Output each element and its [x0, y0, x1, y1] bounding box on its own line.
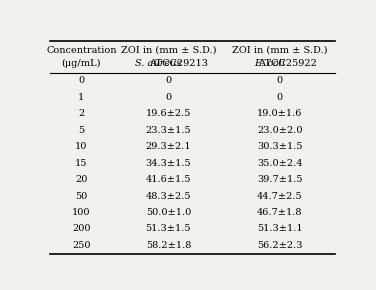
Text: ATCC25922: ATCC25922 [258, 59, 317, 68]
Text: 48.3±2.5: 48.3±2.5 [146, 192, 191, 201]
Text: 0: 0 [165, 77, 171, 86]
Text: (μg/mL): (μg/mL) [62, 59, 101, 68]
Text: 2: 2 [78, 109, 85, 118]
Text: 23.3±1.5: 23.3±1.5 [146, 126, 191, 135]
Text: 56.2±2.3: 56.2±2.3 [257, 241, 303, 250]
Text: 200: 200 [72, 224, 91, 233]
Text: 0: 0 [277, 77, 283, 86]
Text: 58.2±1.8: 58.2±1.8 [146, 241, 191, 250]
Text: S. aureus: S. aureus [135, 59, 182, 68]
Text: 29.3±2.1: 29.3±2.1 [146, 142, 191, 151]
Text: 50: 50 [75, 192, 88, 201]
Text: 19.6±2.5: 19.6±2.5 [146, 109, 191, 118]
Text: ATCC29213: ATCC29213 [149, 59, 208, 68]
Text: 0: 0 [78, 77, 84, 86]
Text: ZOI in (mm ± S.D.): ZOI in (mm ± S.D.) [121, 46, 216, 55]
Text: 41.6±1.5: 41.6±1.5 [146, 175, 191, 184]
Text: 19.0±1.6: 19.0±1.6 [257, 109, 302, 118]
Text: Concentration: Concentration [46, 46, 117, 55]
Text: 100: 100 [72, 208, 91, 217]
Text: 5: 5 [78, 126, 84, 135]
Text: 34.3±1.5: 34.3±1.5 [146, 159, 191, 168]
Text: 50.0±1.0: 50.0±1.0 [146, 208, 191, 217]
Text: 51.3±1.5: 51.3±1.5 [146, 224, 191, 233]
Text: 1: 1 [78, 93, 85, 102]
Text: 44.7±2.5: 44.7±2.5 [257, 192, 303, 201]
Text: 30.3±1.5: 30.3±1.5 [257, 142, 303, 151]
Text: 39.7±1.5: 39.7±1.5 [257, 175, 303, 184]
Text: E. coli: E. coli [255, 59, 285, 68]
Text: 20: 20 [75, 175, 88, 184]
Text: 15: 15 [75, 159, 88, 168]
Text: 35.0±2.4: 35.0±2.4 [257, 159, 303, 168]
Text: 0: 0 [277, 93, 283, 102]
Text: 250: 250 [72, 241, 91, 250]
Text: 0: 0 [165, 93, 171, 102]
Text: 23.0±2.0: 23.0±2.0 [257, 126, 303, 135]
Text: 10: 10 [75, 142, 88, 151]
Text: 51.3±1.1: 51.3±1.1 [257, 224, 303, 233]
Text: ZOI in (mm ± S.D.): ZOI in (mm ± S.D.) [232, 46, 327, 55]
Text: 46.7±1.8: 46.7±1.8 [257, 208, 303, 217]
